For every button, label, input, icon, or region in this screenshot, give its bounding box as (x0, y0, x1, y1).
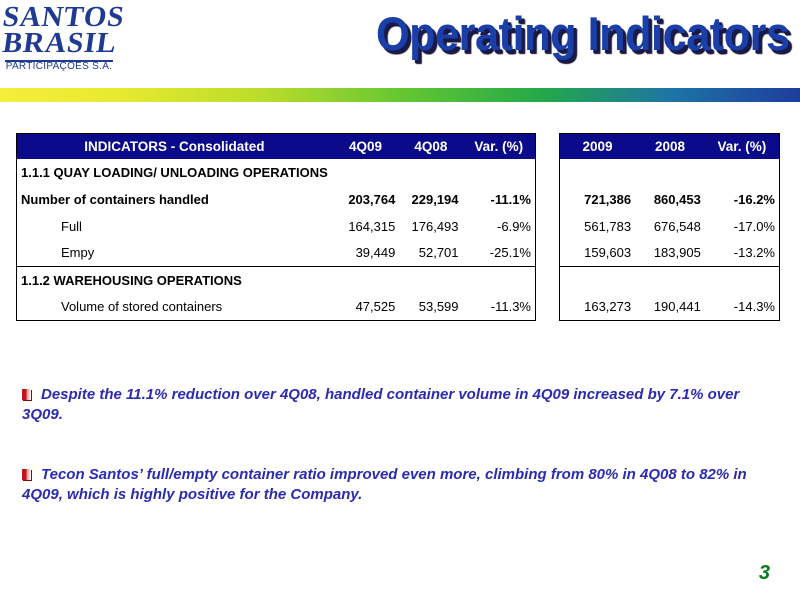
table-header-row: 2009 2008 Var. (%) (559, 133, 780, 159)
value-var-quarter-cell: -11.3% (490, 299, 531, 315)
value-2008-cell: 183,905 (635, 239, 705, 267)
header-4q09: 4Q09 (331, 133, 400, 159)
section-heading-cell: 1.1.1 QUAY LOADING/ UNLOADING OPERATIONS (21, 164, 328, 180)
value-var-year-cell (705, 159, 780, 186)
value-4q08-cell: 53,599 (418, 299, 459, 315)
logo-word-brasil: BRASIL (0, 27, 120, 59)
bullet-marker-icon (22, 389, 31, 400)
value-var-year-cell: -17.0% (733, 218, 775, 234)
table-row: Volume of stored containers 47,525 53,599 -… (17, 294, 536, 321)
row-label-cell: Full (61, 218, 82, 234)
header-var-quarter: Var. (%) (462, 133, 536, 159)
table-row: 1.1.1 QUAY LOADING/ UNLOADING OPERATIONS (17, 159, 536, 186)
value-2009-cell (560, 159, 636, 186)
value-4q08-cell (399, 267, 462, 294)
yearly-indicators-table: 2009 2008 Var. (%) 721,386 860,453 -16.2% 5… (559, 133, 780, 321)
value-var-year-cell: -13.2% (704, 239, 780, 267)
table-row (560, 267, 780, 294)
bullet-point-volume: Despite the 11.1% reduction over 4Q08, h… (22, 385, 782, 425)
value-4q08-cell: 52,701 (399, 239, 463, 267)
value-4q09-cell: 47,525 (355, 299, 396, 315)
section-heading-cell: 1.1.2 WAREHOUSING OPERATIONS (21, 272, 242, 288)
value-4q08-cell: 176,493 (411, 218, 459, 234)
value-2008-cell (635, 267, 705, 294)
value-2009-cell: 159,603 (559, 239, 636, 267)
value-4q08-cell: 229,194 (411, 191, 459, 207)
value-var-quarter-cell (463, 267, 536, 294)
table-row: 159,603 183,905 -13.2% (559, 239, 780, 267)
value-4q08-cell (399, 159, 462, 186)
value-4q09-cell (332, 159, 400, 186)
value-4q09-cell: 203,764 (348, 191, 396, 207)
value-2009-cell (560, 267, 636, 294)
header-4q08: 4Q08 (399, 133, 463, 159)
bullet-text: Tecon Santos’ full/empty container ratio… (22, 466, 747, 503)
quarterly-indicators-table: INDICATORS - Consolidated 4Q09 4Q08 Var.… (16, 133, 536, 321)
logo-divider (5, 60, 113, 62)
table-row: Full 164,315 176,493 -6.9% (17, 213, 536, 240)
bullet-text: Despite the 11.1% reduction over 4Q08, h… (22, 386, 740, 423)
header-indicators: INDICATORS - Consolidated (16, 133, 332, 159)
row-label-cell: Number of containers handled (21, 191, 209, 207)
page-number: 3 (758, 562, 770, 584)
bullet-marker-icon (22, 469, 31, 480)
value-var-quarter-cell: -25.1% (462, 239, 536, 267)
table-row: Number of containers handled 203,764 229,1… (17, 186, 536, 213)
value-2009-cell: 721,386 (584, 191, 632, 207)
header-2008: 2008 (635, 133, 705, 159)
table-row: 1.1.2 WAREHOUSING OPERATIONS (17, 267, 536, 294)
value-var-quarter-cell: -6.9% (497, 218, 531, 234)
company-logo: SANTOS BRASIL PARTICIPAÇÕES S.A. (0, 1, 127, 88)
value-var-year-cell: -16.2% (733, 191, 775, 207)
value-var-quarter-cell: -11.1% (490, 191, 531, 207)
table-row: 163,273 190,441 -14.3% (560, 294, 780, 321)
value-var-quarter-cell (463, 159, 536, 186)
value-4q09-cell (332, 267, 400, 294)
table-row: 561,783 676,548 -17.0% (560, 213, 780, 240)
row-label-cell: Empy (16, 239, 332, 267)
row-label-cell: Volume of stored containers (61, 299, 223, 315)
table-row (560, 159, 780, 186)
value-2009-cell: 163,273 (584, 299, 632, 315)
header-2009: 2009 (559, 133, 636, 159)
header-var-year: Var. (%) (704, 133, 780, 159)
value-var-year-cell (705, 267, 780, 294)
value-4q09-cell: 164,315 (348, 218, 396, 234)
value-4q09-cell: 39,449 (331, 239, 400, 267)
value-var-year-cell: -14.3% (733, 299, 775, 315)
logo-subtitle: PARTICIPAÇÕES S.A. (5, 61, 113, 72)
table-row: Empy 39,449 52,701 -25.1% (16, 239, 536, 267)
slide-title: Operating Indicators (376, 7, 790, 60)
table-row: 721,386 860,453 -16.2% (560, 186, 780, 213)
value-2008-cell: 190,441 (653, 299, 701, 315)
value-2008-cell: 860,453 (653, 191, 701, 207)
table-header-row: INDICATORS - Consolidated 4Q09 4Q08 Var.… (16, 133, 536, 159)
value-2009-cell: 561,783 (584, 218, 632, 234)
value-2008-cell: 676,548 (653, 218, 701, 234)
header-gradient-stripe (0, 88, 800, 102)
value-2008-cell (635, 159, 705, 186)
bullet-point-ratio: Tecon Santos’ full/empty container ratio… (22, 465, 782, 505)
